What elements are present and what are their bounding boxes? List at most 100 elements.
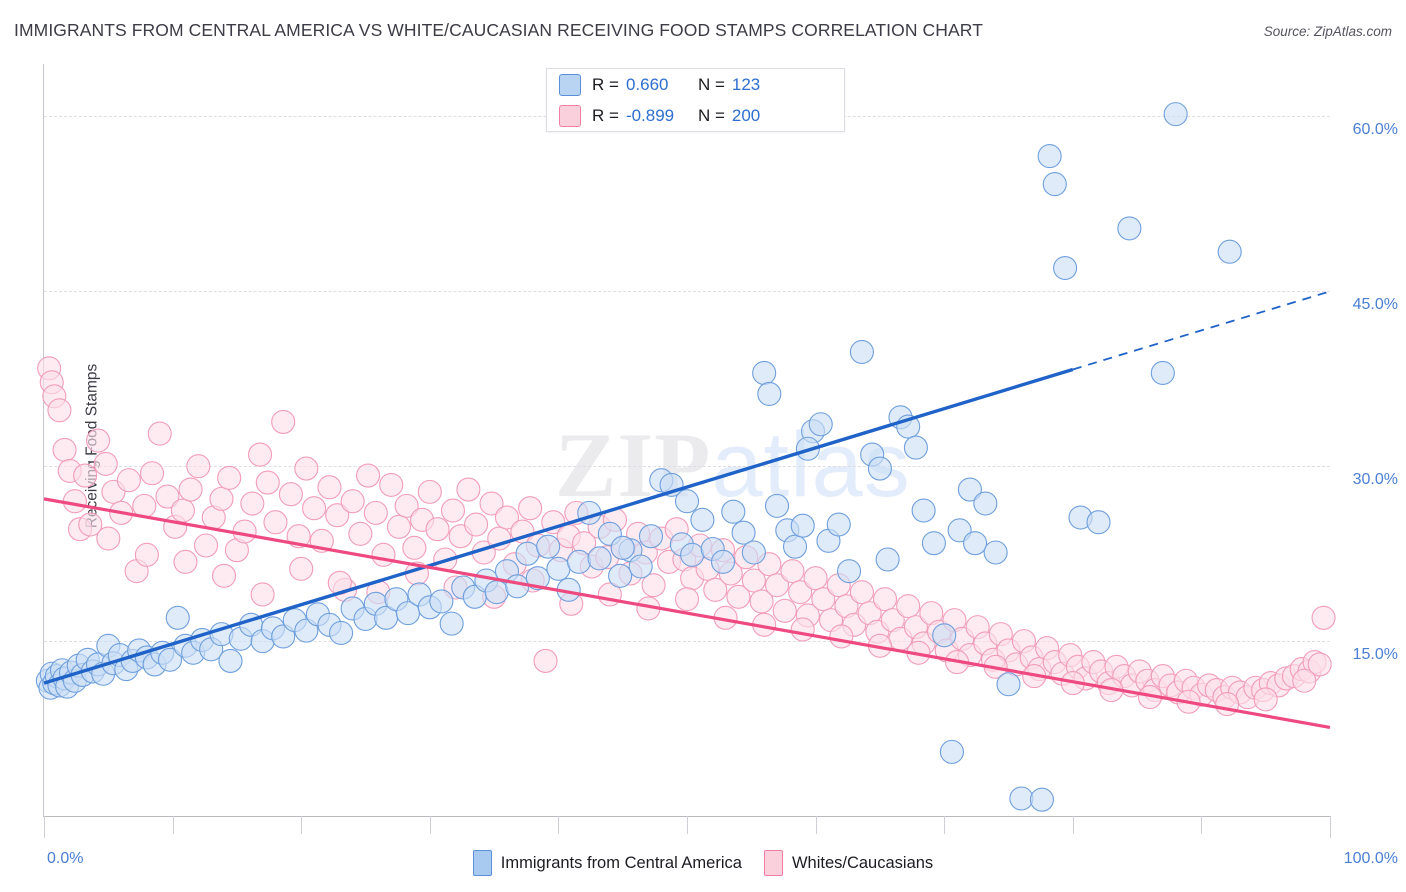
data-point (348, 521, 373, 546)
series-immigrants-central-america-points (35, 102, 1242, 812)
data-point (836, 559, 862, 584)
data-point (680, 542, 705, 567)
data-point (139, 461, 165, 486)
data-point (294, 618, 319, 643)
data-point (494, 505, 520, 530)
x-axis-min-label: 0.0% (47, 850, 84, 867)
data-point (790, 617, 815, 642)
legend-swatch-pink (559, 104, 581, 127)
data-point (518, 496, 543, 521)
y-axis-line (43, 64, 44, 816)
data-point (402, 535, 427, 560)
data-point (363, 500, 388, 525)
data-point (178, 477, 203, 502)
data-point (533, 648, 558, 673)
legend-label-immigrants: Immigrants from Central America (500, 853, 742, 872)
data-point (803, 566, 828, 591)
data-point (536, 534, 561, 559)
data-point (1053, 255, 1078, 281)
page-title: IMMIGRANTS FROM CENTRAL AMERICA VS WHITE… (14, 20, 984, 40)
legend-swatch-whites (763, 850, 783, 876)
data-point (849, 339, 874, 365)
data-point (1037, 144, 1062, 169)
legend-item-whites[interactable]: Whites/Caucasians (763, 850, 933, 876)
data-point (116, 468, 141, 493)
data-point (932, 623, 957, 648)
data-point (983, 540, 1008, 565)
trendline-blue (43, 367, 1074, 685)
gridline (44, 641, 1330, 643)
series-legend: Immigrants from Central America Whites/C… (0, 850, 1406, 876)
data-point (1163, 102, 1188, 127)
data-point (394, 493, 419, 518)
legend-row-pink: R = -0.899 N = 200 (547, 100, 844, 131)
data-point (93, 451, 118, 476)
data-point (173, 549, 198, 574)
y-axis-label: 15.0% (1352, 646, 1398, 664)
data-point (721, 499, 746, 524)
data-point (340, 489, 365, 514)
data-point (1086, 510, 1111, 535)
data-point (875, 547, 900, 572)
data-point (186, 454, 211, 479)
data-point (209, 486, 234, 511)
data-point (456, 477, 481, 502)
gridline (44, 291, 1330, 293)
data-point (218, 648, 243, 673)
data-point (155, 484, 180, 509)
data-point (317, 475, 342, 500)
data-point (515, 541, 540, 566)
data-point (764, 493, 790, 518)
legend-n-value-blue: 123 (731, 74, 761, 94)
legend-r-value-blue: 0.660 (625, 74, 669, 94)
legend-r-value-pink: -0.899 (625, 105, 675, 125)
data-point (170, 498, 195, 523)
source-attribution: Source: ZipAtlas.com (1263, 24, 1392, 39)
data-point (464, 512, 489, 537)
data-point (505, 574, 530, 599)
x-axis-tick (429, 816, 431, 834)
data-point (1029, 787, 1054, 812)
data-point (903, 435, 928, 460)
data-point (1292, 668, 1317, 693)
data-point (429, 589, 454, 614)
data-point (1311, 605, 1336, 630)
gridline (44, 466, 1330, 468)
data-point (546, 556, 571, 581)
data-point (240, 491, 265, 516)
x-axis-tick (44, 816, 45, 838)
data-point (440, 498, 466, 523)
trendlines (43, 290, 1331, 729)
x-axis-tick (687, 816, 688, 834)
x-axis-tick (815, 816, 817, 834)
data-point (826, 512, 851, 537)
legend-item-immigrants[interactable]: Immigrants from Central America (472, 850, 742, 876)
data-point (710, 549, 736, 574)
legend-r-label-blue: R = (592, 74, 619, 94)
data-point (193, 533, 219, 558)
data-point (896, 594, 921, 619)
x-axis-tick (301, 816, 303, 834)
data-point (1009, 786, 1034, 811)
data-point (62, 489, 87, 514)
data-point (638, 524, 664, 549)
data-point (78, 512, 103, 537)
data-point (302, 496, 327, 521)
data-point (271, 409, 296, 434)
data-point (788, 580, 813, 605)
data-point (1150, 360, 1175, 386)
data-point (439, 611, 464, 636)
data-point (741, 540, 766, 565)
data-point (608, 563, 633, 588)
data-point (325, 503, 350, 528)
data-point (263, 510, 288, 535)
data-point (379, 472, 404, 497)
data-point (690, 507, 715, 532)
legend-n-label-blue: N = (697, 74, 725, 94)
correlation-legend: R = 0.660 N = 123 R = -0.899 N = 200 (546, 68, 845, 132)
data-point (289, 556, 314, 581)
data-point (764, 573, 790, 598)
data-point (147, 421, 172, 446)
data-point (996, 672, 1021, 697)
